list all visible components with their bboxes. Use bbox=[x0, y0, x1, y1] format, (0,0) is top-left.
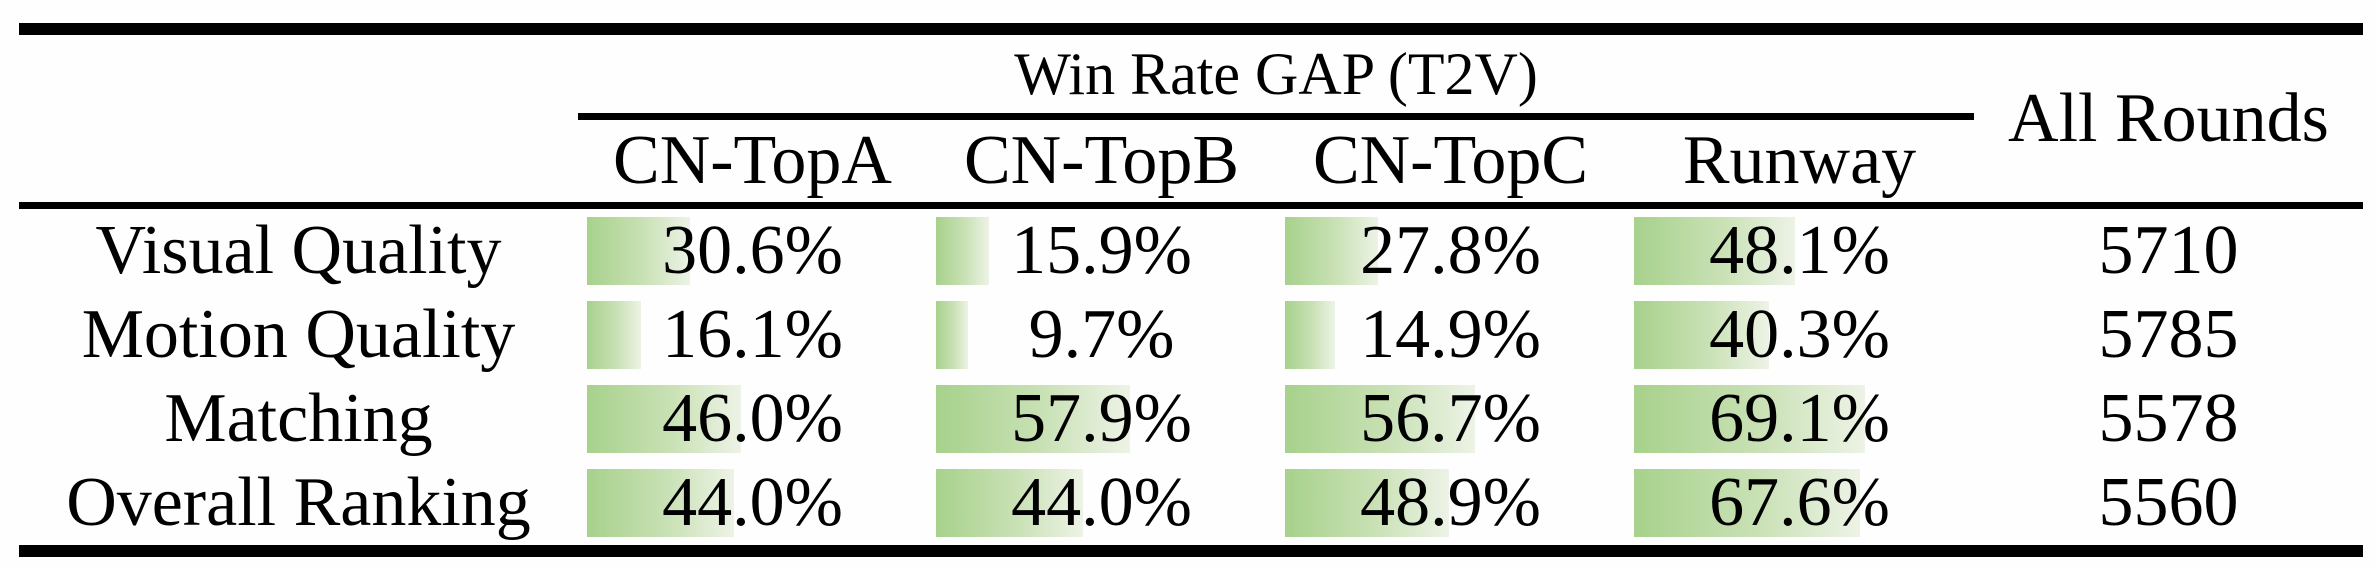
win-rate-bar-track bbox=[1285, 385, 1620, 453]
win-rate-bar bbox=[1285, 217, 1379, 285]
win-rate-bar bbox=[936, 301, 969, 369]
win-rate-bar bbox=[587, 217, 690, 285]
win-rate-value: 40.3% bbox=[1709, 296, 1890, 373]
win-rate-cell-motion-quality-runway: 40.3% bbox=[1625, 293, 1974, 377]
win-rate-value: 15.9% bbox=[1011, 212, 1192, 289]
win-rate-bar bbox=[1285, 469, 1449, 537]
table-header: Win Rate GAP (T2V) All Rounds CN-TopA CN… bbox=[19, 35, 2363, 202]
win-rate-value: 27.8% bbox=[1360, 212, 1541, 289]
win-rate-cell-overall-ranking-cn-topa: 44.0% bbox=[578, 461, 927, 545]
win-rate-value: 67.6% bbox=[1709, 464, 1890, 541]
win-rate-bar bbox=[1634, 217, 1796, 285]
win-rate-cell-motion-quality-cn-topb: 9.7% bbox=[927, 293, 1276, 377]
win-rate-bar bbox=[587, 385, 742, 453]
win-rate-value: 57.9% bbox=[1011, 380, 1192, 457]
column-header-runway: Runway bbox=[1682, 122, 1917, 199]
win-rate-cell-matching-cn-topc: 56.7% bbox=[1276, 377, 1625, 461]
win-rate-value: 14.9% bbox=[1360, 296, 1541, 373]
column-header-cn-topa: CN-TopA bbox=[613, 122, 892, 199]
win-rate-bar-track bbox=[587, 469, 922, 537]
win-rate-value: 48.1% bbox=[1709, 212, 1890, 289]
row-label-motion-quality: Motion Quality bbox=[81, 296, 516, 373]
win-rate-bar-track bbox=[1634, 469, 1969, 537]
row-label-matching: Matching bbox=[164, 380, 433, 457]
win-rate-value: 46.0% bbox=[662, 380, 843, 457]
win-rate-bar bbox=[587, 469, 735, 537]
win-rate-value: 69.1% bbox=[1709, 380, 1890, 457]
win-rate-bar-track bbox=[1285, 469, 1620, 537]
win-rate-bar bbox=[936, 469, 1084, 537]
win-rate-bar bbox=[1634, 385, 1866, 453]
win-rate-bar bbox=[1634, 469, 1861, 537]
row-label-visual-quality: Visual Quality bbox=[95, 212, 502, 289]
win-rate-bar bbox=[1634, 301, 1769, 369]
all-rounds-value-visual-quality: 5710 bbox=[2098, 212, 2239, 289]
win-rate-bar-track bbox=[1285, 217, 1620, 285]
column-header-cn-topc: CN-TopC bbox=[1312, 122, 1589, 199]
win-rate-cell-visual-quality-cn-topb: 15.9% bbox=[927, 209, 1276, 293]
win-rate-bar-track bbox=[936, 469, 1271, 537]
all-rounds-value-matching: 5578 bbox=[2098, 380, 2239, 457]
table-body: Visual Quality 30.6% 15.9% 27.8% 48.1% 5… bbox=[19, 209, 2363, 545]
win-rate-value: 44.0% bbox=[662, 464, 843, 541]
win-rate-bar-track bbox=[936, 217, 1271, 285]
win-rate-bar-track bbox=[1285, 301, 1620, 369]
column-header-all-rounds: All Rounds bbox=[2008, 79, 2329, 157]
top-rule bbox=[19, 23, 2363, 35]
win-rate-bar-track bbox=[587, 385, 922, 453]
win-rate-bar-track bbox=[1634, 301, 1969, 369]
column-header-cn-topb: CN-TopB bbox=[963, 122, 1240, 199]
win-rate-cell-visual-quality-cn-topa: 30.6% bbox=[578, 209, 927, 293]
win-rate-bar-track bbox=[936, 385, 1271, 453]
all-rounds-value-motion-quality: 5785 bbox=[2098, 296, 2239, 373]
win-rate-cell-overall-ranking-runway: 67.6% bbox=[1625, 461, 1974, 545]
win-rate-cell-overall-ranking-cn-topc: 48.9% bbox=[1276, 461, 1625, 545]
corner-cell bbox=[19, 35, 578, 202]
win-rate-value: 48.9% bbox=[1360, 464, 1541, 541]
win-rate-value: 9.7% bbox=[1028, 296, 1175, 373]
win-rate-cell-matching-cn-topb: 57.9% bbox=[927, 377, 1276, 461]
win-rate-bar bbox=[936, 217, 990, 285]
win-rate-bar-track bbox=[587, 301, 922, 369]
win-rate-cell-motion-quality-cn-topa: 16.1% bbox=[578, 293, 927, 377]
win-rate-cell-overall-ranking-cn-topb: 44.0% bbox=[927, 461, 1276, 545]
row-label-overall-ranking: Overall Ranking bbox=[66, 464, 531, 541]
win-rate-value: 56.7% bbox=[1360, 380, 1541, 457]
win-rate-cell-matching-runway: 69.1% bbox=[1625, 377, 1974, 461]
win-rate-value: 44.0% bbox=[1011, 464, 1192, 541]
table-title: Win Rate GAP (T2V) bbox=[578, 35, 1974, 120]
win-rate-value: 30.6% bbox=[662, 212, 843, 289]
win-rate-bar-track bbox=[936, 301, 1271, 369]
win-rate-bar-track bbox=[1634, 217, 1969, 285]
bottom-rule bbox=[19, 545, 2363, 557]
win-rate-bar-track bbox=[587, 217, 922, 285]
win-rate-cell-visual-quality-cn-topc: 27.8% bbox=[1276, 209, 1625, 293]
win-rate-bar bbox=[587, 301, 641, 369]
win-rate-cell-matching-cn-topa: 46.0% bbox=[578, 377, 927, 461]
all-rounds-value-overall-ranking: 5560 bbox=[2098, 464, 2239, 541]
header-body-rule bbox=[19, 202, 2363, 209]
win-rate-bar bbox=[1285, 301, 1335, 369]
win-rate-cell-visual-quality-runway: 48.1% bbox=[1625, 209, 1974, 293]
win-rate-bar bbox=[936, 385, 1130, 453]
win-rate-bar bbox=[1285, 385, 1475, 453]
win-rate-bar-track bbox=[1634, 385, 1969, 453]
win-rate-value: 16.1% bbox=[662, 296, 843, 373]
win-rate-cell-motion-quality-cn-topc: 14.9% bbox=[1276, 293, 1625, 377]
table: Win Rate GAP (T2V) All Rounds CN-TopA CN… bbox=[19, 23, 2363, 557]
